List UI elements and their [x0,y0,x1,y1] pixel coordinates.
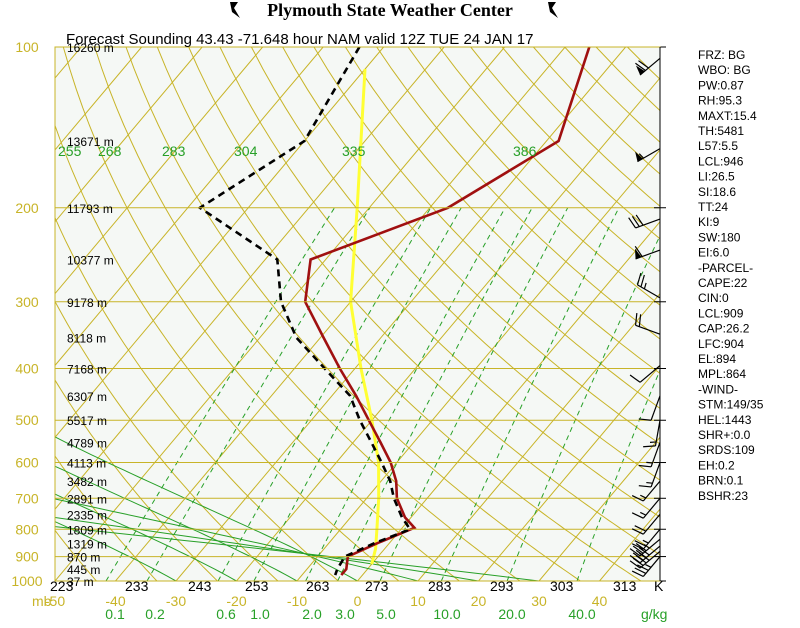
side-panel-item: CAP:26.2 [698,322,750,336]
pressure-tick-label: 100 [15,39,39,55]
theta-label: 335 [342,143,366,159]
temperature-tick-label: -50 [45,593,65,609]
kelvin-tick-label: 243 [188,578,212,594]
side-panel-item: RH:95.3 [698,94,742,108]
kelvin-tick-label: 223 [50,578,74,594]
pressure-tick-label: 300 [15,294,39,310]
temperature-tick-label: 30 [531,593,547,609]
mixing-ratio-tick-label: 5.0 [376,606,396,622]
height-label: 4113 m [67,457,106,471]
side-panel-item: CAPE:22 [698,276,748,290]
mixing-ratio-tick-label: 2.0 [302,606,322,622]
height-label: 4789 m [67,436,107,450]
side-panel-item: PW:0.87 [698,78,744,92]
mixing-ratio-tick-label: 10.0 [433,606,460,622]
side-panel-item: MAXT:15.4 [698,109,757,123]
temperature-tick-label: -30 [166,593,186,609]
height-label: 9178 m [67,296,107,310]
side-panel-item: LCL:909 [698,306,744,320]
mixing-ratio-tick-label: 0.6 [216,606,236,622]
side-panel-item: FRZ: BG [698,48,745,62]
side-panel-item: SW:180 [698,230,741,244]
kelvin-unit: K [654,578,664,594]
height-label: 1809 m [67,523,107,537]
mixing-ratio-tick-label: 0.2 [145,606,165,622]
side-panel-item: MPL:864 [698,367,746,381]
kelvin-tick-label: 233 [125,578,149,594]
mixing-ratio-tick-label: 3.0 [335,606,355,622]
side-panel-item: LCL:946 [698,154,744,168]
side-panel-item: BSHR:23 [698,489,748,503]
subtitle: Forecast Sounding 43.43 -71.648 hour NAM… [66,31,533,48]
side-panel-item: BRN:0.1 [698,474,744,488]
side-panel-item: EI:6.0 [698,246,730,260]
side-panel-item: EH:0.2 [698,458,735,472]
temperature-tick-label: 10 [410,593,426,609]
side-panel-item: EL:894 [698,352,736,366]
kelvin-tick-label: 303 [550,578,574,594]
side-panel-item: SRDS:109 [698,443,755,457]
height-label: 10377 m [67,253,114,267]
pressure-tick-label: 1000 [11,573,42,589]
side-panel-item: KI:9 [698,215,720,229]
pressure-tick-label: 800 [15,521,39,537]
kelvin-tick-label: 283 [428,578,452,594]
side-panel-item: SHR+:0.0 [698,428,751,442]
height-label: 11793 m [67,202,113,216]
height-label: 1319 m [67,537,107,551]
pressure-tick-label: 400 [15,361,39,377]
height-label: 2335 m [67,508,107,522]
theta-label: 255 [58,143,82,159]
height-label: 5517 m [67,414,107,428]
side-panel-item: -WIND- [698,382,738,396]
kelvin-tick-label: 263 [306,578,330,594]
side-panel-item: CIN:0 [698,291,729,305]
height-label: 3482 m [67,475,107,489]
side-panel-item: WBO: BG [698,63,751,77]
theta-label: 304 [234,143,258,159]
kelvin-tick-label: 253 [245,578,269,594]
theta-label: 283 [162,143,186,159]
plot-background [55,47,660,581]
side-panel-item: STM:149/35 [698,398,764,412]
pressure-tick-label: 500 [15,412,39,428]
pressure-tick-label: 200 [15,200,39,216]
height-label: 2891 m [67,492,107,506]
pressure-tick-label: 900 [15,549,39,565]
side-panel-item: -PARCEL- [698,261,753,275]
theta-label: 386 [513,143,537,159]
kelvin-tick-label: 313 [613,578,637,594]
height-label: 7168 m [67,363,107,377]
side-panel-item: SI:18.6 [698,185,736,199]
pressure-tick-label: 600 [15,455,39,471]
side-panel-item: L57:5.5 [698,139,738,153]
page-title: Plymouth State Weather Center [267,0,513,20]
temperature-tick-label: 20 [471,593,487,609]
side-panel-item: HEL:1443 [698,413,752,427]
theta-label: 268 [98,143,122,159]
mixing-ratio-tick-label: 1.0 [250,606,270,622]
mixing-ratio-tick-label: 0.1 [105,606,125,622]
kelvin-tick-label: 293 [490,578,514,594]
side-panel-item: TH:5481 [698,124,744,138]
mixing-ratio-tick-label: 40.0 [568,606,595,622]
mixing-ratio-unit: g/kg [641,606,667,622]
height-label: 6307 m [67,390,107,404]
pressure-tick-label: 700 [15,490,39,506]
side-panel-item: LI:26.5 [698,170,735,184]
temperature-tick-label: 0 [354,593,362,609]
mixing-ratio-tick-label: 20.0 [498,606,525,622]
height-label: 8118 m [67,332,106,346]
side-panel-item: TT:24 [698,200,728,214]
kelvin-tick-label: 273 [365,578,389,594]
side-panel-item: LFC:904 [698,337,744,351]
